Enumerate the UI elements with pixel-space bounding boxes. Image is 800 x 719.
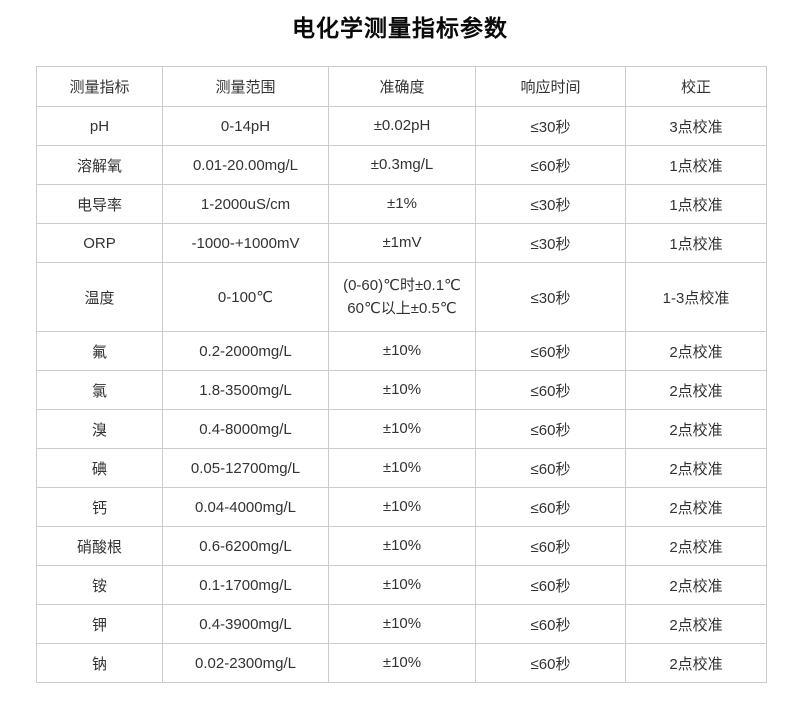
table-row: 溴 0.4-8000mg/L ±10% ≤60秒 2点校准 (36, 409, 767, 449)
calibration-cell: 2点校准 (625, 565, 767, 605)
calibration-cell: 2点校准 (625, 604, 767, 644)
table-row: 碘 0.05-12700mg/L ±10% ≤60秒 2点校准 (36, 448, 767, 488)
indicator-cell: 溴 (36, 409, 163, 449)
accuracy-cell: ±10% (328, 604, 476, 644)
range-cell: 0.1-1700mg/L (162, 565, 329, 605)
indicator-cell: 钾 (36, 604, 163, 644)
response-cell: ≤60秒 (475, 448, 626, 488)
indicator-cell: 温度 (36, 262, 163, 332)
range-cell: 0.4-3900mg/L (162, 604, 329, 644)
response-cell: ≤60秒 (475, 409, 626, 449)
column-header-range: 测量范围 (162, 66, 329, 107)
calibration-cell: 2点校准 (625, 409, 767, 449)
accuracy-cell: ±0.02pH (328, 106, 476, 146)
column-header-response: 响应时间 (475, 66, 626, 107)
indicator-cell: 碘 (36, 448, 163, 488)
table-row: 钾 0.4-3900mg/L ±10% ≤60秒 2点校准 (36, 604, 767, 644)
column-header-calibration: 校正 (625, 66, 767, 107)
response-cell: ≤60秒 (475, 643, 626, 683)
range-cell: 0.01-20.00mg/L (162, 145, 329, 185)
indicator-cell: 铵 (36, 565, 163, 605)
range-cell: 0.6-6200mg/L (162, 526, 329, 566)
page-title: 电化学测量指标参数 (292, 15, 508, 41)
calibration-cell: 3点校准 (625, 106, 767, 146)
header-row: 测量指标 测量范围 准确度 响应时间 校正 (36, 66, 767, 107)
accuracy-cell: ±10% (328, 487, 476, 527)
range-cell: 1-2000uS/cm (162, 184, 329, 224)
spec-table: 测量指标 测量范围 准确度 响应时间 校正 pH 0-14pH ±0.02pH … (36, 66, 767, 683)
accuracy-cell: ±10% (328, 526, 476, 566)
accuracy-cell: ±0.3mg/L (328, 145, 476, 185)
range-cell: 0-100℃ (162, 262, 329, 332)
range-cell: 0-14pH (162, 106, 329, 146)
calibration-cell: 2点校准 (625, 370, 767, 410)
response-cell: ≤60秒 (475, 145, 626, 185)
response-cell: ≤30秒 (475, 262, 626, 332)
response-cell: ≤60秒 (475, 487, 626, 527)
indicator-cell: 电导率 (36, 184, 163, 224)
range-cell: 0.2-2000mg/L (162, 331, 329, 371)
indicator-cell: 硝酸根 (36, 526, 163, 566)
accuracy-cell: ±10% (328, 331, 476, 371)
accuracy-cell: ±10% (328, 409, 476, 449)
calibration-cell: 2点校准 (625, 448, 767, 488)
table-row: 温度 0-100℃ (0-60)℃时±0.1℃ 60℃以上±0.5℃ ≤30秒 … (36, 262, 767, 332)
indicator-cell: ORP (36, 223, 163, 263)
table-row: 电导率 1-2000uS/cm ±1% ≤30秒 1点校准 (36, 184, 767, 224)
response-cell: ≤60秒 (475, 331, 626, 371)
range-cell: 0.4-8000mg/L (162, 409, 329, 449)
table-row: pH 0-14pH ±0.02pH ≤30秒 3点校准 (36, 106, 767, 146)
table-row: 硝酸根 0.6-6200mg/L ±10% ≤60秒 2点校准 (36, 526, 767, 566)
table-row: 氯 1.8-3500mg/L ±10% ≤60秒 2点校准 (36, 370, 767, 410)
calibration-cell: 1点校准 (625, 145, 767, 185)
response-cell: ≤60秒 (475, 526, 626, 566)
table-row: 铵 0.1-1700mg/L ±10% ≤60秒 2点校准 (36, 565, 767, 605)
accuracy-cell: ±1mV (328, 223, 476, 263)
calibration-cell: 2点校准 (625, 487, 767, 527)
indicator-cell: 溶解氧 (36, 145, 163, 185)
calibration-cell: 2点校准 (625, 643, 767, 683)
table-row: ORP -1000-+1000mV ±1mV ≤30秒 1点校准 (36, 223, 767, 263)
calibration-cell: 2点校准 (625, 331, 767, 371)
response-cell: ≤60秒 (475, 565, 626, 605)
response-cell: ≤30秒 (475, 223, 626, 263)
response-cell: ≤30秒 (475, 184, 626, 224)
indicator-cell: 氯 (36, 370, 163, 410)
calibration-cell: 1点校准 (625, 184, 767, 224)
calibration-cell: 1点校准 (625, 223, 767, 263)
accuracy-cell: ±10% (328, 643, 476, 683)
range-cell: -1000-+1000mV (162, 223, 329, 263)
table-row: 氟 0.2-2000mg/L ±10% ≤60秒 2点校准 (36, 331, 767, 371)
indicator-cell: 氟 (36, 331, 163, 371)
range-cell: 0.02-2300mg/L (162, 643, 329, 683)
range-cell: 0.04-4000mg/L (162, 487, 329, 527)
indicator-cell: 钙 (36, 487, 163, 527)
accuracy-cell: ±10% (328, 565, 476, 605)
column-header-indicator: 测量指标 (36, 66, 163, 107)
response-cell: ≤30秒 (475, 106, 626, 146)
table-row: 溶解氧 0.01-20.00mg/L ±0.3mg/L ≤60秒 1点校准 (36, 145, 767, 185)
response-cell: ≤60秒 (475, 604, 626, 644)
table-row: 钙 0.04-4000mg/L ±10% ≤60秒 2点校准 (36, 487, 767, 527)
table-row: 钠 0.02-2300mg/L ±10% ≤60秒 2点校准 (36, 643, 767, 683)
accuracy-cell: ±1% (328, 184, 476, 224)
calibration-cell: 2点校准 (625, 526, 767, 566)
range-cell: 1.8-3500mg/L (162, 370, 329, 410)
range-cell: 0.05-12700mg/L (162, 448, 329, 488)
indicator-cell: pH (36, 106, 163, 146)
accuracy-cell: (0-60)℃时±0.1℃ 60℃以上±0.5℃ (328, 262, 476, 332)
accuracy-cell: ±10% (328, 448, 476, 488)
column-header-accuracy: 准确度 (328, 66, 476, 107)
calibration-cell: 1-3点校准 (625, 262, 767, 332)
indicator-cell: 钠 (36, 643, 163, 683)
accuracy-cell: ±10% (328, 370, 476, 410)
response-cell: ≤60秒 (475, 370, 626, 410)
